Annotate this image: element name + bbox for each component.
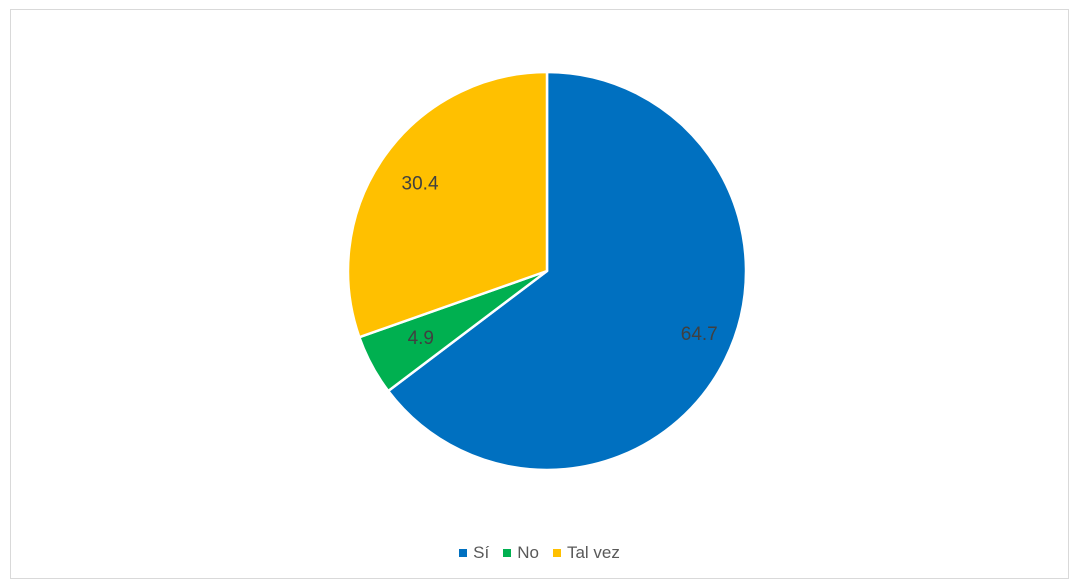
legend-item-tal-vez[interactable]: Tal vez xyxy=(552,543,620,563)
slice-si[interactable] xyxy=(386,70,748,472)
data-label-tal-vez: 30.4 xyxy=(402,173,439,194)
legend-item-no[interactable]: No xyxy=(503,543,539,563)
legend-label-no: No xyxy=(517,543,539,562)
legend-swatch-si xyxy=(459,549,468,557)
slice-tal-vez[interactable] xyxy=(346,70,549,339)
data-label-si: 64.7 xyxy=(681,324,718,345)
legend-label-si: Sí xyxy=(473,543,490,562)
legend: Sí No Tal vez xyxy=(0,539,1079,567)
legend-swatch-no xyxy=(503,549,512,557)
legend-swatch-tal-vez xyxy=(552,549,561,557)
legend-item-si[interactable]: Sí xyxy=(459,543,489,563)
legend-label-tal-vez: Tal vez xyxy=(566,543,620,562)
data-label-no: 4.9 xyxy=(408,328,434,349)
